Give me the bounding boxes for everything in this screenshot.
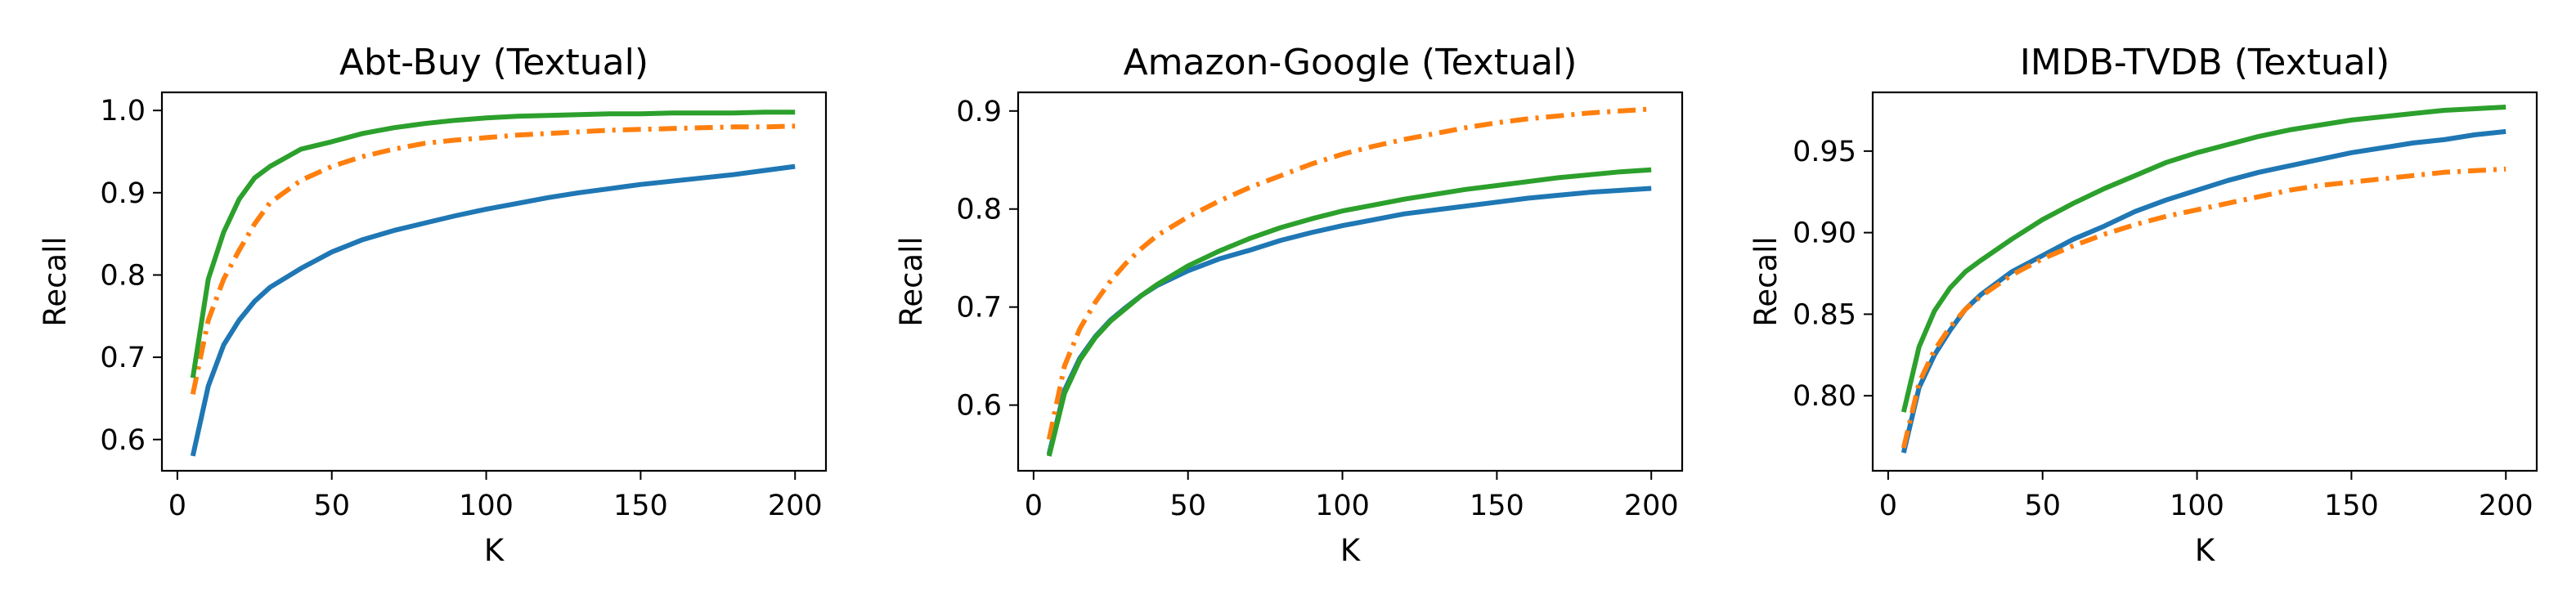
y-tick-label: 1.0 bbox=[100, 95, 146, 128]
y-tick-label: 0.8 bbox=[956, 194, 1002, 226]
series-line-3 bbox=[1046, 167, 1652, 457]
x-tick-label: 200 bbox=[2479, 490, 2533, 522]
y-tick-label: 0.85 bbox=[1793, 298, 1856, 331]
x-tick-label: 150 bbox=[1470, 490, 1524, 522]
x-tick-label: 50 bbox=[1169, 490, 1206, 522]
series-line-1 bbox=[190, 163, 796, 457]
chart-panel-2: Amazon-Google (Textual) 0 50 100 150 200 0.6 0.… bbox=[894, 42, 1684, 568]
y-tick-label: 0.7 bbox=[956, 292, 1002, 324]
y-tick-label: 0.9 bbox=[956, 96, 1002, 128]
series-line-1 bbox=[1046, 186, 1652, 455]
y-tick-label: 0.6 bbox=[100, 424, 146, 457]
x-tick-label: 50 bbox=[313, 490, 350, 522]
x-tick-label: 100 bbox=[459, 490, 514, 522]
series-line-2 bbox=[190, 123, 796, 396]
chart-title: Abt-Buy (Textual) bbox=[339, 42, 648, 83]
series-line-1 bbox=[1901, 128, 2506, 454]
x-tick-label: 0 bbox=[168, 490, 186, 522]
y-tick-label: 0.8 bbox=[100, 259, 146, 292]
y-axis-label: Recall bbox=[38, 236, 73, 326]
x-tick-label: 200 bbox=[768, 490, 823, 522]
chart-title: Amazon-Google (Textual) bbox=[1124, 42, 1577, 83]
y-tick-label: 0.6 bbox=[956, 390, 1002, 423]
y-tick-label: 0.9 bbox=[100, 177, 146, 210]
plot-frame bbox=[1871, 91, 2538, 472]
series-line-3 bbox=[190, 110, 796, 378]
chart-title: IMDB-TVDB (Textual) bbox=[2020, 42, 2390, 83]
x-axis-label: K bbox=[1340, 533, 1362, 568]
series-line-2 bbox=[1901, 166, 2506, 449]
chart-panel-1: Abt-Buy (Textual) 0 50 100 150 200 0.6 0.7 0.8 0.… bbox=[38, 42, 828, 568]
x-tick-label: 100 bbox=[2170, 490, 2224, 522]
series-line-2 bbox=[1046, 106, 1652, 441]
y-tick-label: 0.7 bbox=[100, 342, 146, 374]
x-tick-label: 50 bbox=[2024, 490, 2061, 522]
x-tick-label: 150 bbox=[613, 490, 668, 522]
y-axis-label: Recall bbox=[894, 236, 929, 326]
x-tick-label: 200 bbox=[1624, 490, 1679, 522]
x-tick-label: 0 bbox=[1025, 490, 1043, 522]
x-tick-label: 100 bbox=[1315, 490, 1370, 522]
y-tick-label: 0.90 bbox=[1793, 217, 1856, 250]
chart-panel-3: IMDB-TVDB (Textual) 0 50 100 150 200 0.80 0.85 0… bbox=[1748, 42, 2538, 568]
y-tick-label: 0.80 bbox=[1793, 380, 1856, 413]
x-tick-label: 0 bbox=[1879, 490, 1897, 522]
y-tick-label: 0.95 bbox=[1793, 136, 1856, 168]
x-axis-label: K bbox=[2195, 533, 2216, 568]
x-tick-label: 150 bbox=[2324, 490, 2379, 522]
series-line-3 bbox=[1901, 105, 2506, 413]
x-axis-label: K bbox=[484, 533, 505, 568]
plot-frame bbox=[160, 91, 828, 472]
plot-frame bbox=[1016, 91, 1684, 472]
y-axis-label: Recall bbox=[1748, 236, 1784, 326]
